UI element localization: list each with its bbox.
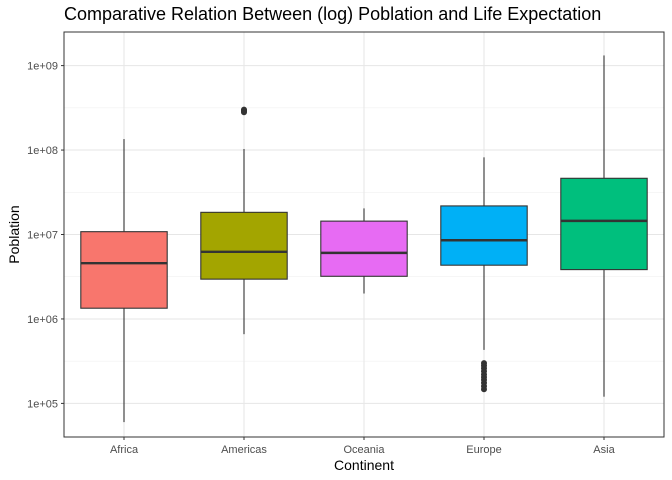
y-tick-label: 1e+06: [27, 314, 58, 326]
box-iqr: [200, 211, 288, 280]
box-iqr: [560, 177, 648, 271]
x-tick-label: Oceania: [344, 444, 386, 456]
box-europe: [440, 157, 528, 393]
box-iqr: [80, 231, 168, 309]
box-asia: [560, 55, 648, 397]
x-tick-label: Americas: [221, 444, 267, 456]
y-tick-label: 1e+08: [27, 145, 58, 157]
y-tick-label: 1e+09: [27, 61, 58, 73]
box-oceania: [320, 208, 408, 294]
box-iqr: [320, 220, 408, 277]
y-tick-label: 1e+07: [27, 230, 58, 242]
outlier-point: [241, 109, 247, 116]
box-iqr: [440, 205, 528, 266]
chart-title: Comparative Relation Between (log) Pobla…: [64, 4, 602, 24]
outlier-point: [481, 360, 487, 367]
x-tick-label: Europe: [466, 444, 501, 456]
y-tick-label: 1e+05: [27, 398, 58, 410]
x-tick-label: Africa: [110, 444, 139, 456]
boxes: [80, 55, 648, 423]
box-americas: [200, 106, 288, 335]
x-tick-label: Asia: [593, 444, 615, 456]
y-axis: 1e+05 1e+06 1e+07 1e+08 1e+09: [27, 61, 64, 410]
x-axis: Africa Americas Oceania Europe Asia: [110, 437, 616, 456]
x-axis-title: Continent: [334, 457, 394, 473]
box-africa: [80, 139, 168, 423]
y-axis-title: Poblation: [6, 205, 22, 263]
